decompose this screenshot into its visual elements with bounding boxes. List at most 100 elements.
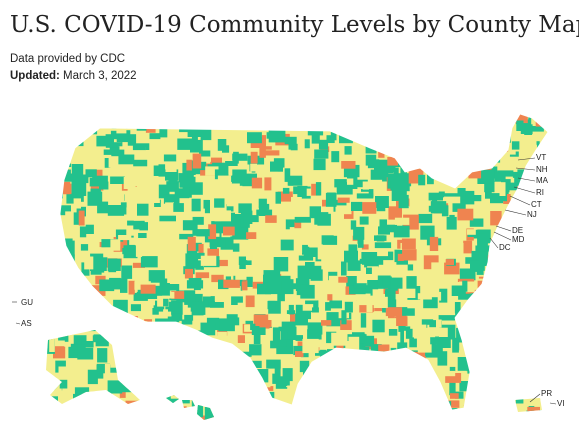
- county: [210, 239, 218, 249]
- county: [534, 280, 545, 290]
- county: [77, 347, 94, 360]
- county: [74, 387, 90, 398]
- county: [248, 385, 261, 394]
- county: [475, 379, 492, 388]
- county: [348, 336, 360, 351]
- county: [370, 344, 382, 353]
- county: [250, 163, 257, 172]
- county: [246, 232, 257, 239]
- county: [272, 327, 281, 343]
- county: [55, 135, 62, 141]
- county: [289, 242, 299, 253]
- county: [436, 133, 449, 142]
- county: [293, 345, 307, 356]
- county: [166, 181, 179, 192]
- county: [490, 309, 501, 319]
- county: [119, 260, 133, 269]
- county: [73, 335, 87, 345]
- county: [66, 290, 75, 297]
- county: [484, 341, 499, 355]
- county: [516, 267, 524, 275]
- county: [535, 358, 548, 369]
- county: [133, 330, 144, 344]
- county: [405, 380, 421, 390]
- county: [434, 163, 441, 174]
- county: [62, 183, 72, 195]
- county: [408, 359, 418, 375]
- county: [507, 305, 521, 317]
- county: [385, 357, 399, 373]
- county: [153, 356, 166, 365]
- county: [554, 274, 571, 285]
- county: [431, 262, 440, 276]
- county: [367, 280, 379, 290]
- county: [472, 322, 486, 329]
- county: [417, 293, 432, 300]
- county: [322, 235, 338, 245]
- county: [46, 279, 53, 286]
- county: [437, 351, 448, 366]
- county: [238, 415, 246, 420]
- county: [523, 287, 536, 294]
- county: [264, 150, 280, 156]
- county: [410, 161, 418, 169]
- county: [249, 380, 263, 395]
- county: [350, 220, 357, 230]
- county: [535, 118, 548, 127]
- county: [157, 295, 169, 307]
- county: [192, 153, 202, 169]
- county: [354, 204, 362, 211]
- county: [165, 398, 180, 406]
- county: [238, 256, 252, 265]
- county: [478, 400, 496, 413]
- county: [407, 264, 414, 271]
- county: [528, 368, 539, 376]
- county: [237, 354, 249, 369]
- county: [207, 248, 219, 260]
- county: [526, 410, 532, 420]
- county: [531, 228, 538, 235]
- county: [287, 418, 294, 420]
- territory-label: GU: [21, 298, 33, 307]
- county: [318, 312, 328, 319]
- county: [336, 341, 344, 354]
- county: [182, 393, 193, 399]
- county: [544, 282, 548, 289]
- county: [351, 396, 367, 406]
- county: [516, 307, 530, 320]
- leader-line: [515, 167, 536, 171]
- county: [318, 139, 329, 150]
- county: [118, 116, 131, 126]
- county: [477, 169, 495, 184]
- county: [141, 337, 150, 350]
- county: [93, 169, 103, 178]
- county: [208, 301, 215, 308]
- county: [96, 135, 110, 147]
- county: [347, 363, 356, 371]
- county: [158, 184, 170, 199]
- county: [254, 408, 270, 420]
- county: [356, 193, 374, 199]
- county: [546, 361, 548, 376]
- county: [293, 186, 307, 195]
- county: [394, 316, 408, 326]
- county: [138, 233, 147, 238]
- territory-label: RI: [536, 188, 544, 197]
- county: [66, 211, 74, 219]
- county: [339, 404, 349, 411]
- county: [544, 328, 548, 335]
- county: [384, 120, 397, 132]
- county: [408, 120, 415, 126]
- county: [428, 366, 439, 377]
- county: [166, 335, 183, 345]
- county: [310, 235, 319, 247]
- county: [329, 247, 339, 256]
- county: [158, 164, 169, 177]
- county: [416, 389, 430, 402]
- county: [501, 355, 515, 363]
- county: [93, 334, 104, 342]
- county: [232, 243, 240, 252]
- county: [280, 359, 294, 371]
- county: [449, 382, 456, 396]
- county: [374, 242, 392, 249]
